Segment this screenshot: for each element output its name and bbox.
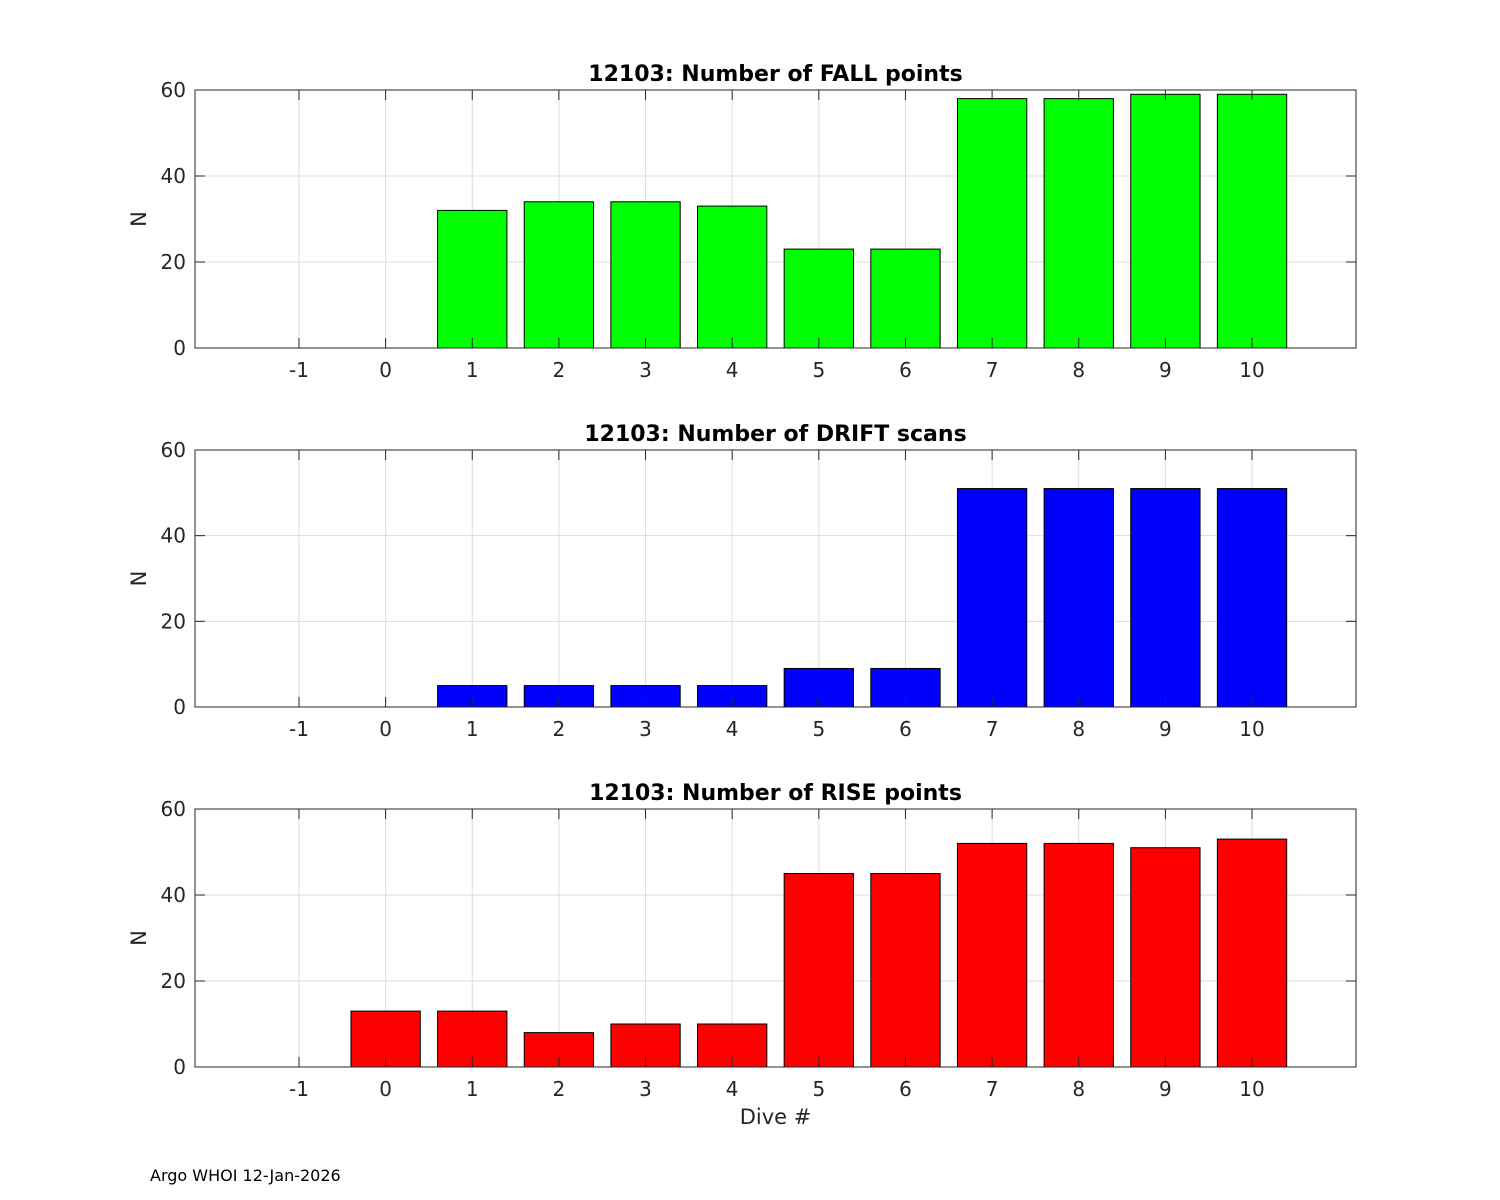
bar-fall-dive-7 xyxy=(956,98,1028,349)
bar-rise-dive-4 xyxy=(697,1023,768,1068)
x-tick-label: 6 xyxy=(899,717,912,741)
y-tick-label: 0 xyxy=(173,1055,186,1079)
x-tick-label: 3 xyxy=(639,358,652,382)
x-tick-label: 2 xyxy=(553,1077,566,1101)
x-tick-label: 3 xyxy=(639,717,652,741)
x-tick-label: 5 xyxy=(812,358,825,382)
x-tick-label: 4 xyxy=(726,358,739,382)
x-tick-label: 4 xyxy=(726,717,739,741)
x-tick-label: -1 xyxy=(289,717,309,741)
x-tick-label: 3 xyxy=(639,1077,652,1101)
x-tick-label: 7 xyxy=(986,358,999,382)
x-axis-label: Dive # xyxy=(740,1105,812,1129)
x-tick-label: 7 xyxy=(986,717,999,741)
y-tick-label: 40 xyxy=(161,164,186,188)
bar-rise-dive-6 xyxy=(870,873,941,1068)
x-tick-label: 6 xyxy=(899,1077,912,1101)
bar-drift-dive-9 xyxy=(1130,488,1201,708)
bar-drift-dive-7 xyxy=(956,488,1028,708)
x-tick-label: 2 xyxy=(553,358,566,382)
x-tick-label: 2 xyxy=(553,717,566,741)
x-tick-label: 9 xyxy=(1159,1077,1172,1101)
x-tick-label: 6 xyxy=(899,358,912,382)
chart-rise: -1 0 1 2 3 4 5 6 7 8 9 10 0 20 40 60 12103: Number of RI… xyxy=(127,781,1357,1129)
x-tick-label: 1 xyxy=(466,717,479,741)
bar-rise-dive-8 xyxy=(1043,842,1114,1068)
y-tick-label: 20 xyxy=(161,250,186,274)
x-tick-label: 9 xyxy=(1159,717,1172,741)
x-tick-label: 8 xyxy=(1072,1077,1085,1101)
x-tick-label: 7 xyxy=(986,1077,999,1101)
y-tick-label: 0 xyxy=(173,336,186,360)
bar-fall-dive-9 xyxy=(1130,93,1201,349)
x-tick-label: -1 xyxy=(289,358,309,382)
x-tick-label: 10 xyxy=(1239,1077,1264,1101)
x-tick-label: 8 xyxy=(1072,358,1085,382)
y-tick-label: 20 xyxy=(161,609,186,633)
y-tick-label: 60 xyxy=(161,78,186,102)
x-tick-label: 8 xyxy=(1072,717,1085,741)
x-tick-label: 0 xyxy=(379,1077,392,1101)
chart-fall: -1 0 1 2 3 4 5 6 7 8 9 10 0 20 40 60 12103: Number of FA… xyxy=(127,62,1357,382)
chart-title: 12103: Number of RISE points xyxy=(589,781,962,806)
x-tick-label: 1 xyxy=(466,358,479,382)
bar-fall-dive-1 xyxy=(437,209,508,349)
bar-rise-dive-7 xyxy=(956,842,1028,1068)
x-tick-label: 5 xyxy=(812,1077,825,1101)
bar-fall-dive-4 xyxy=(697,205,768,349)
bar-fall-dive-2 xyxy=(523,201,595,349)
axes-frame xyxy=(194,89,1357,349)
bar-rise-dive-10 xyxy=(1216,838,1288,1068)
bar-drift-dive-10 xyxy=(1216,488,1288,708)
x-tick-label: 1 xyxy=(466,1077,479,1101)
axes-frame xyxy=(194,808,1357,1068)
y-tick-label: 20 xyxy=(161,969,186,993)
chart-title: 12103: Number of DRIFT scans xyxy=(584,422,966,447)
footer-credit: Argo WHOI 12-Jan-2026 xyxy=(150,1166,341,1185)
x-tick-label: 4 xyxy=(726,1077,739,1101)
y-axis-label: N xyxy=(127,211,151,227)
x-tick-label: 10 xyxy=(1239,358,1264,382)
x-tick-label: 0 xyxy=(379,717,392,741)
bar-rise-dive-5 xyxy=(783,873,854,1068)
bar-drift-dive-8 xyxy=(1043,488,1114,708)
x-tick-label: 5 xyxy=(812,717,825,741)
x-tick-label: 9 xyxy=(1159,358,1172,382)
chart-drift: -1 0 1 2 3 4 5 6 7 8 9 10 0 20 40 60 12103: Number of DR… xyxy=(127,422,1357,741)
bar-fall-dive-5 xyxy=(783,248,854,349)
bar-fall-dive-3 xyxy=(610,201,681,349)
y-tick-label: 60 xyxy=(161,797,186,821)
bar-fall-dive-8 xyxy=(1043,98,1114,349)
y-axis-label: N xyxy=(127,571,151,587)
bar-rise-dive-9 xyxy=(1130,847,1201,1068)
y-tick-label: 40 xyxy=(161,524,186,548)
axes-frame xyxy=(194,449,1357,708)
y-tick-label: 40 xyxy=(161,883,186,907)
y-tick-label: 0 xyxy=(173,695,186,719)
x-tick-label: 0 xyxy=(379,358,392,382)
x-tick-label: -1 xyxy=(289,1077,309,1101)
x-tick-label: 10 xyxy=(1239,717,1264,741)
bar-fall-dive-10 xyxy=(1216,93,1288,349)
y-axis-label: N xyxy=(127,930,151,946)
bar-fall-dive-6 xyxy=(870,248,941,349)
y-tick-label: 60 xyxy=(161,438,186,462)
chart-title: 12103: Number of FALL points xyxy=(588,62,962,87)
